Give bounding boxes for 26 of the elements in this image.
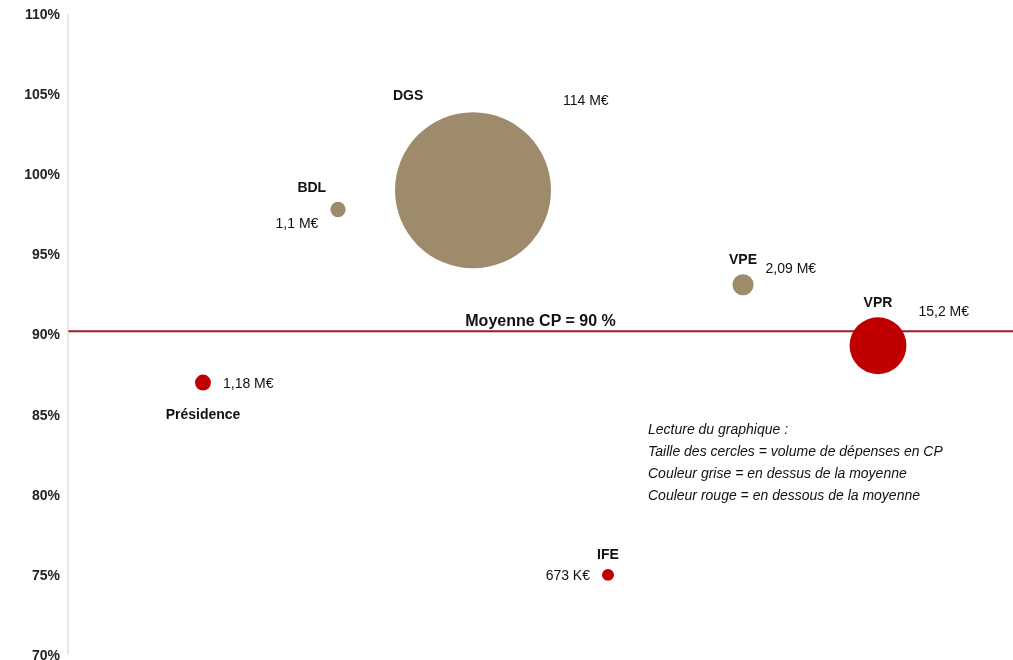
annotation: 1,1 M€ [275,214,319,231]
y-tick-label: 80% [31,486,61,503]
y-tick-label: 95% [31,246,61,263]
y-tick-label: 85% [31,406,61,423]
annotation: Couleur rouge = en dessous de la moyenne [648,486,921,505]
annotation: 15,2 M€ [918,302,970,319]
annotation: Lecture du graphique : [648,420,790,439]
annotation: 2,09 M€ [765,259,817,276]
annotation: Taille des cercles = volume de dépenses en CP [648,442,943,461]
annotation: 673 K€ [545,566,591,583]
annotation: 114 M€ [563,92,609,109]
series-label: VPE [728,251,758,268]
y-tick-label: 75% [31,566,61,583]
series-label: VPR [863,294,893,311]
y-tick-label: 110% [24,5,61,22]
series-label: BDL [297,178,327,195]
y-tick-label: 70% [31,646,61,660]
series-label: IFE [597,545,619,562]
annotation: 1,18 M€ [222,374,274,391]
y-tick-label: 90% [31,326,61,343]
ref-line-label: Moyenne CP = 90 % [465,312,616,330]
annotation: Couleur grise = en dessus de la moyenne [648,464,908,483]
y-tick-label: 100% [24,166,61,183]
y-tick-label: 105% [24,86,61,103]
series-label: DGS [392,87,424,104]
series-label: Présidence [165,405,241,422]
